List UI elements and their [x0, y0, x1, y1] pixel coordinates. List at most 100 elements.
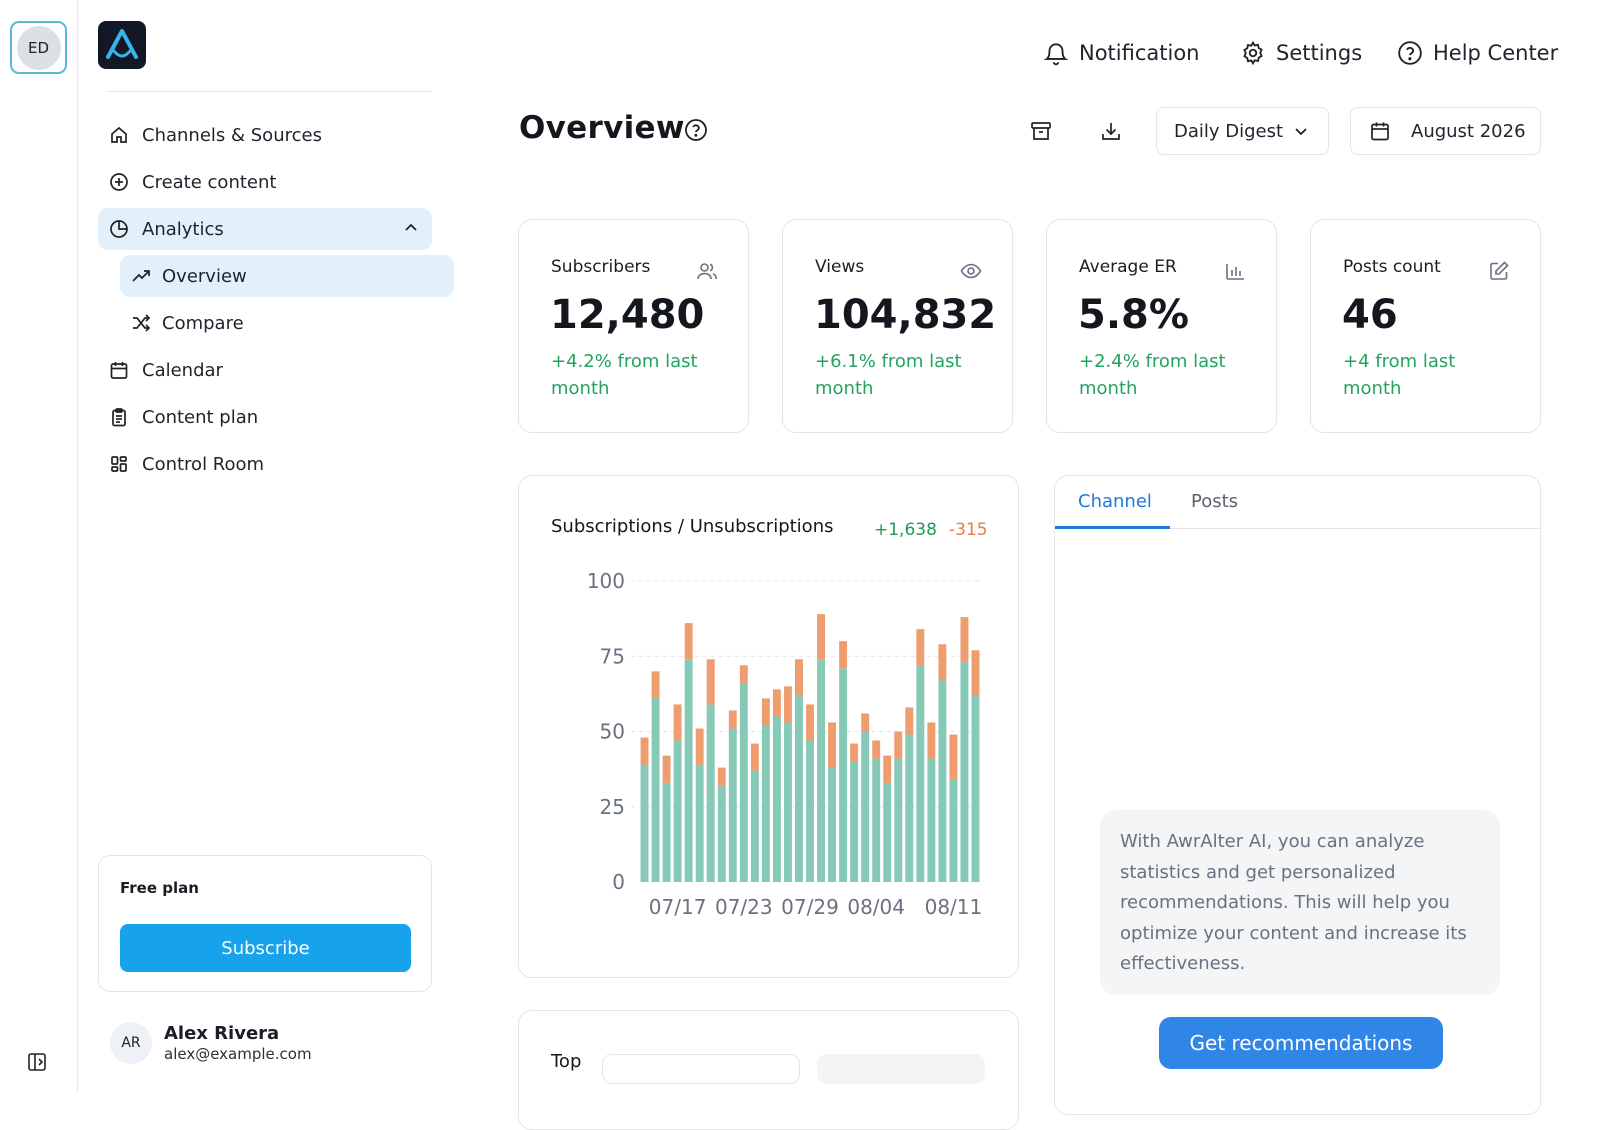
bar-subscriptions	[938, 680, 947, 882]
bar-unsubscriptions	[750, 743, 759, 771]
stat-card-views: Views 104,832 +6.1% from last month	[782, 219, 1013, 433]
bar-subscriptions	[684, 659, 693, 882]
help-center-link[interactable]: Help Center	[1397, 37, 1558, 69]
subscribe-button[interactable]: Subscribe	[120, 924, 411, 972]
bar-unsubscriptions	[949, 734, 958, 780]
bar-unsubscriptions	[673, 704, 682, 741]
chevron-up-icon[interactable]	[402, 219, 420, 237]
sidebar-item-channels[interactable]: Channels & Sources	[98, 114, 432, 156]
bar-subscriptions	[916, 665, 925, 882]
bar-unsubscriptions	[706, 659, 715, 705]
clipboard-icon	[108, 406, 130, 428]
user-email: alex@example.com	[164, 1045, 312, 1063]
app-logo[interactable]	[98, 21, 146, 69]
settings-label: Settings	[1276, 41, 1363, 65]
tab-underline	[1055, 526, 1170, 529]
bar-unsubscriptions	[960, 617, 969, 663]
notification-label: Notification	[1079, 41, 1200, 65]
sidebar-item-label: Overview	[162, 265, 247, 287]
sidebar-item-overview[interactable]: Overview	[120, 255, 454, 297]
bar-unsubscriptions	[761, 698, 770, 726]
x-tick-label: 07/17	[649, 895, 707, 919]
bar-subscriptions	[794, 695, 803, 882]
workspace-switcher[interactable]: ED	[10, 21, 67, 74]
stat-value: 46	[1342, 292, 1398, 338]
bar-unsubscriptions	[894, 731, 903, 759]
x-tick-label: 07/29	[781, 895, 839, 919]
top-posts-title: Top	[551, 1051, 582, 1072]
bar-subscriptions	[706, 704, 715, 882]
stat-card-subscribers: Subscribers 12,480 +4.2% from last month	[518, 219, 749, 433]
bar-unsubscriptions	[783, 686, 792, 723]
sidebar-item-content-plan[interactable]: Content plan	[98, 396, 432, 438]
bar-subscriptions	[717, 785, 726, 882]
trending-up-icon	[130, 265, 152, 287]
bar-unsubscriptions	[728, 710, 737, 729]
top-posts-filter[interactable]	[602, 1054, 800, 1084]
settings-link[interactable]: Settings	[1240, 37, 1362, 69]
help-circle-icon[interactable]	[684, 118, 708, 142]
y-tick-label: 0	[612, 870, 625, 894]
subscriptions-chart: 0 25 50 75 100 07/17 07/23 07/29 08/04 08/11	[587, 569, 983, 919]
avatar[interactable]: AR	[110, 1022, 152, 1064]
subscriptions-chart-card: 0 25 50 75 100 07/17 07/23 07/29 08/04 08/11 Subs…	[518, 475, 1019, 978]
chart-title: Subscriptions / Unsubscriptions	[551, 516, 834, 537]
y-tick-label: 25	[600, 795, 625, 819]
sidebar-toggle-icon[interactable]	[27, 1052, 47, 1072]
tab-channel[interactable]: Channel	[1078, 491, 1152, 512]
sidebar-item-label: Compare	[162, 312, 244, 334]
sidebar-item-analytics[interactable]: Analytics	[98, 208, 432, 250]
bar-subscriptions	[927, 758, 936, 882]
bar-subscriptions	[651, 698, 660, 882]
sidebar-item-control-room[interactable]: Control Room	[98, 443, 432, 485]
bar-unsubscriptions	[927, 722, 936, 759]
top-posts-toggle[interactable]	[817, 1054, 985, 1084]
pie-chart-icon	[108, 218, 130, 240]
ai-message: With AwrAlter AI, you can analyze statis…	[1100, 810, 1500, 995]
bar-unsubscriptions	[640, 737, 649, 765]
bar-subscriptions	[817, 659, 826, 882]
date-picker[interactable]: August 2026	[1350, 107, 1541, 155]
sidebar-item-label: Channels & Sources	[142, 124, 322, 146]
stat-change: +6.1% from last month	[815, 351, 962, 399]
stat-change: +4.2% from last month	[551, 351, 698, 399]
sidebar: Channels & Sources Create content Analyt…	[78, 0, 458, 1093]
sidebar-item-label: Content plan	[142, 406, 259, 428]
x-tick-label: 08/11	[925, 895, 983, 919]
bar-subscriptions	[861, 731, 870, 882]
bar-subscriptions	[905, 734, 914, 882]
archive-button[interactable]	[1023, 113, 1059, 149]
sidebar-item-calendar[interactable]: Calendar	[98, 349, 432, 391]
sidebar-item-label: Analytics	[142, 218, 224, 240]
help-circle-icon	[1398, 41, 1422, 65]
bar-subscriptions	[772, 716, 781, 882]
logo-icon	[106, 29, 138, 59]
digest-select[interactable]: Daily Digest	[1156, 107, 1329, 155]
page-title: Overview	[519, 110, 685, 146]
bar-subscriptions	[949, 779, 958, 882]
bar-unsubscriptions	[850, 743, 859, 762]
stat-label: Views	[815, 257, 865, 277]
bar-unsubscriptions	[651, 671, 660, 699]
tab-posts[interactable]: Posts	[1191, 491, 1239, 512]
bar-unsubscriptions	[971, 650, 980, 696]
user-name: Alex Rivera	[164, 1023, 280, 1044]
bar-subscriptions	[662, 782, 671, 882]
bar-subscriptions	[750, 770, 759, 882]
bar-chart-icon	[1226, 264, 1244, 280]
sidebar-divider	[108, 91, 432, 92]
notification-link[interactable]: Notification	[1043, 37, 1200, 69]
download-button[interactable]	[1093, 113, 1129, 149]
bar-unsubscriptions	[916, 629, 925, 666]
stat-label: Subscribers	[551, 257, 651, 277]
get-recommendations-button[interactable]: Get recommendations	[1159, 1017, 1443, 1069]
bar-subscriptions	[850, 761, 859, 882]
bar-subscriptions	[828, 767, 837, 882]
stat-card-posts-count: Posts count 46 +4 from last month	[1310, 219, 1541, 433]
sidebar-item-create-content[interactable]: Create content	[98, 161, 432, 203]
sidebar-item-compare[interactable]: Compare	[120, 302, 454, 344]
users-icon	[697, 263, 717, 280]
grid-icon	[108, 453, 130, 475]
bar-unsubscriptions	[794, 659, 803, 696]
calendar-icon	[1371, 122, 1389, 141]
